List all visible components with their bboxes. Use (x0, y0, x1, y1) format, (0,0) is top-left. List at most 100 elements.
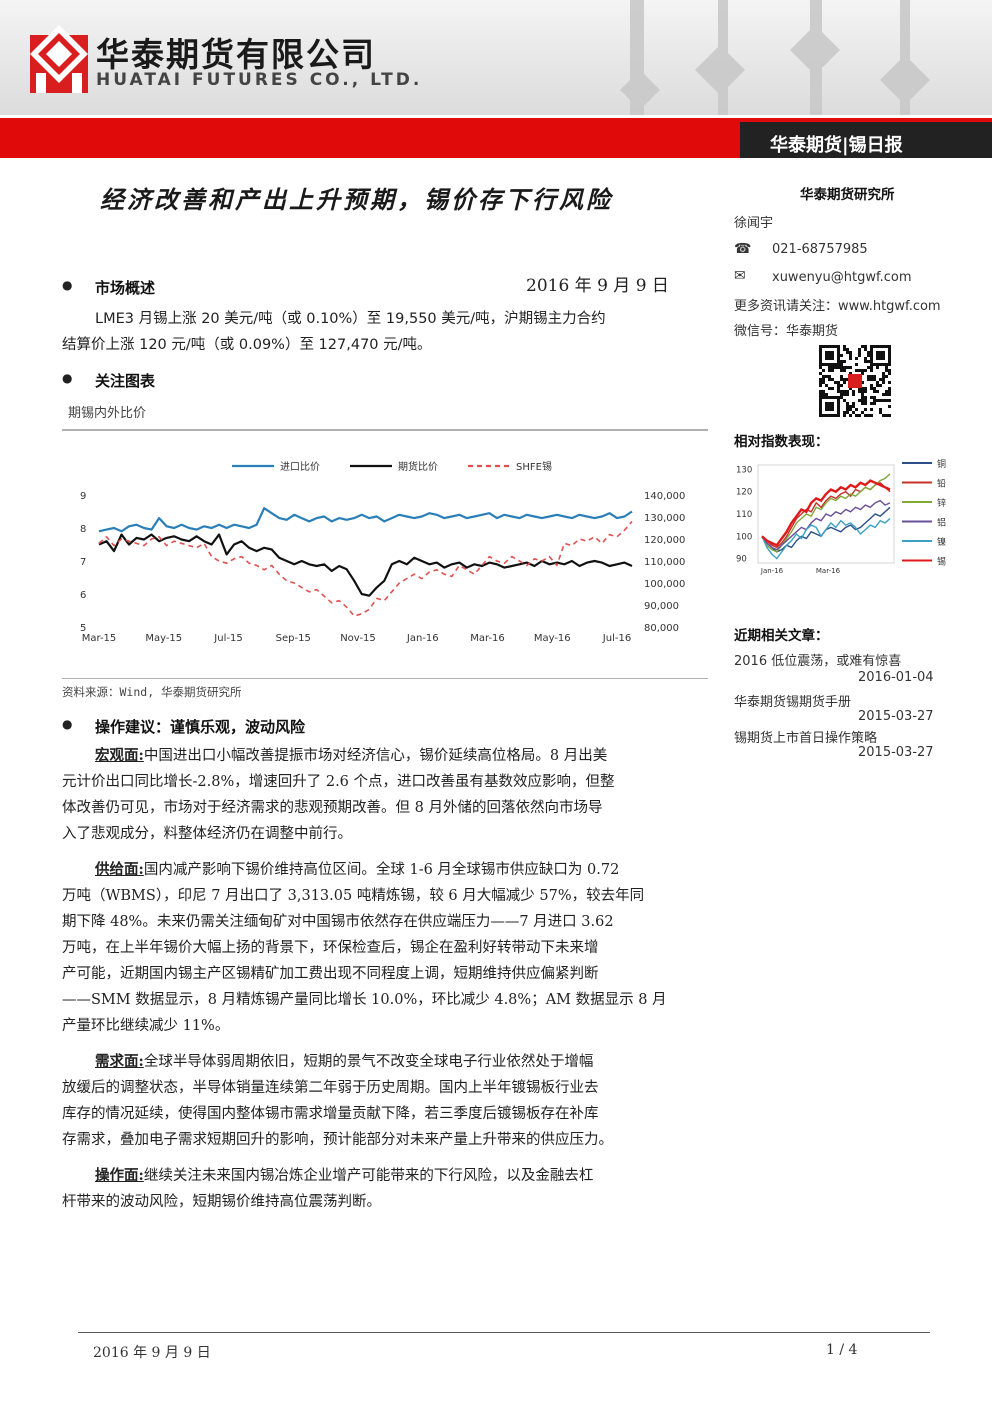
qr-module (825, 384, 828, 387)
qr-module (819, 393, 822, 396)
report-date: 2016 年 9 月 9 日 (526, 276, 669, 296)
qr-module (852, 393, 855, 396)
advice-paragraph: 操作面:继续关注未来国内锡冶炼企业增产可能带来的下行风险，以及金融去杠 杆带来的波… (62, 1163, 708, 1215)
qr-module (879, 384, 882, 387)
qr-module (873, 399, 876, 402)
y-left-tick-label: 8 (80, 524, 86, 535)
qr-module (843, 345, 846, 348)
qr-module (882, 399, 885, 402)
more-info[interactable]: 更多资讯请关注：www.htgwf.com (734, 299, 941, 314)
qr-module (858, 399, 861, 402)
qr-module (864, 414, 867, 417)
qr-module (819, 378, 822, 381)
qr-module (876, 399, 879, 402)
x-tick-label: May-16 (534, 633, 571, 644)
qr-module (885, 390, 888, 393)
article-date: 2015-03-27 (858, 709, 934, 724)
bullet-chart: ● (62, 371, 73, 385)
qr-module (840, 375, 843, 378)
advice-label: 需求面: (95, 1053, 144, 1070)
qr-module (822, 381, 825, 384)
report-title: 经济改善和产出上升预期，锡价存下行风险 (100, 185, 613, 214)
legend-label: 进口比价 (280, 461, 320, 473)
qr-module (861, 345, 864, 348)
qr-module (840, 378, 843, 381)
advice-label: 操作面: (95, 1167, 144, 1184)
qr-module (822, 375, 825, 378)
qr-module (879, 399, 882, 402)
advice-text: 万吨（WBMS），印尼 7 月出口了 3,313.05 吨精炼锡，较 6 月大幅… (62, 888, 645, 904)
chart-top-rule (62, 429, 708, 431)
qr-module (837, 381, 840, 384)
qr-module (888, 414, 891, 417)
qr-module (840, 360, 843, 363)
advice-line: 库存的情况延续，使得国内整体锡市需求增量贡献下降，若三季度后镀锡板存在补库 (62, 1101, 708, 1127)
qr-module (861, 369, 864, 372)
qr-module (846, 366, 849, 369)
email-address[interactable]: xuwenyu@htgwf.com (772, 270, 912, 285)
qr-module (846, 405, 849, 408)
advice-line: 操作面:继续关注未来国内锡冶炼企业增产可能带来的下行风险，以及金融去杠 (62, 1163, 708, 1189)
qr-module (864, 357, 867, 360)
qr-module (828, 378, 831, 381)
x-tick-label: Jul-16 (602, 633, 631, 644)
qr-module (840, 366, 843, 369)
qr-module (843, 390, 846, 393)
article-title[interactable]: 锡期货上市首日操作策略 (734, 731, 878, 746)
qr-module (843, 369, 846, 372)
qr-module (861, 402, 864, 405)
qr-module (864, 360, 867, 363)
qr-module (843, 381, 846, 384)
qr-module (876, 381, 879, 384)
qr-module (843, 378, 846, 381)
qr-module (888, 369, 891, 372)
market-overview-heading: 市场概述 (95, 279, 156, 297)
advice-label: 宏观面: (95, 747, 144, 764)
qr-module (849, 366, 852, 369)
qr-module (867, 414, 870, 417)
qr-module (861, 390, 864, 393)
analyst-name: 徐闻宇 (734, 216, 774, 231)
qr-module (864, 345, 867, 348)
qr-module (822, 390, 825, 393)
report-tag-band (740, 122, 992, 158)
qr-module (831, 378, 834, 381)
qr-module (873, 390, 876, 393)
qr-module (882, 393, 885, 396)
qr-module (852, 402, 855, 405)
y-right-tick-label: 110,000 (644, 557, 685, 568)
qr-finder (825, 351, 834, 360)
bullet-market: ● (62, 278, 73, 292)
qr-module (888, 393, 891, 396)
article-title[interactable]: 华泰期货锡期货手册 (734, 695, 852, 710)
qr-module (867, 351, 870, 354)
qr-module (825, 393, 828, 396)
qr-module (888, 399, 891, 402)
y-left-tick-label: 6 (80, 590, 86, 601)
qr-module (876, 366, 879, 369)
legend-label: 锡 (937, 557, 946, 568)
x-tick-label: Nov-15 (340, 633, 376, 644)
qr-module (843, 414, 846, 417)
x-tick-label: Mar-15 (82, 633, 117, 644)
y-right-tick-label: 140,000 (644, 491, 685, 502)
y-tick-label: 100 (736, 532, 752, 542)
qr-module (858, 351, 861, 354)
qr-module (885, 375, 888, 378)
advice-text: 体改善仍可见，市场对于经济需求的悲观预期改善。但 8 月外储的回落依然向市场导 (62, 800, 603, 816)
qr-module (846, 348, 849, 351)
advice-line: 放缓后的调整状态，半导体销量连续第二年弱于历史周期。国内上半年镀锡板行业去 (62, 1075, 708, 1101)
qr-module (831, 366, 834, 369)
qr-module (885, 366, 888, 369)
qr-module (819, 366, 822, 369)
qr-module (849, 351, 852, 354)
series-line (98, 520, 633, 617)
plot-frame (757, 464, 895, 564)
advice-line: 体改善仍可见，市场对于经济需求的悲观预期改善。但 8 月外储的回落依然向市场导 (62, 795, 708, 821)
qr-module (861, 387, 864, 390)
article-title[interactable]: 2016 低位震荡，或难有惊喜 (734, 654, 902, 669)
qr-module (885, 393, 888, 396)
qr-module (867, 378, 870, 381)
y-tick-label: 90 (736, 555, 747, 565)
qr-module (882, 381, 885, 384)
